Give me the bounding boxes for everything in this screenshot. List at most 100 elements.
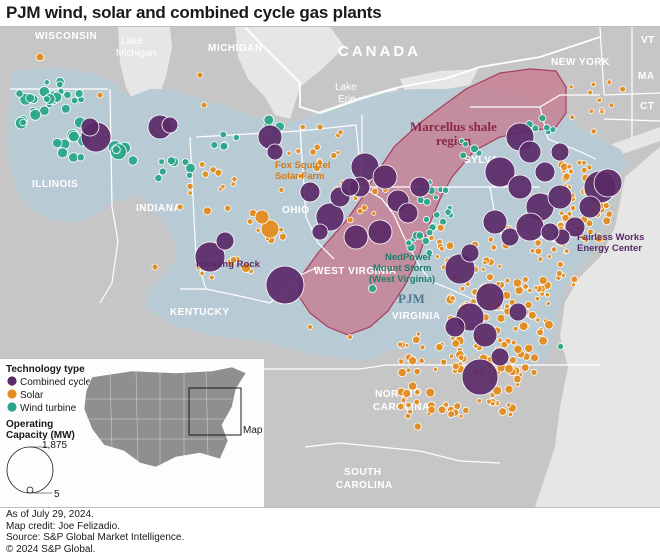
label-west-virginia: WEST VIRGINIA xyxy=(314,266,397,277)
solar-marker xyxy=(199,270,205,277)
legend-solar: Solar xyxy=(20,390,44,401)
solar-marker xyxy=(457,354,465,361)
wind-turbine-marker xyxy=(57,147,69,159)
solar-marker xyxy=(229,256,238,264)
marcellus-shale-region xyxy=(297,68,567,336)
solar-marker xyxy=(449,295,456,302)
solar-marker xyxy=(605,210,613,218)
solar-marker xyxy=(490,400,496,407)
inset-pjm-box xyxy=(188,387,242,436)
wind-turbine-marker xyxy=(459,151,468,160)
solar-marker xyxy=(590,81,597,88)
label-pjm: PJM xyxy=(398,291,425,306)
solar-marker xyxy=(504,303,510,309)
label-south-carolina-1: SOUTH xyxy=(344,467,382,478)
combined-cycle-marker xyxy=(194,241,226,273)
solar-marker xyxy=(534,247,543,256)
legend-capacity-title-2: Capacity (MW) xyxy=(6,430,75,441)
solar-marker xyxy=(508,356,517,364)
wind-turbine-marker xyxy=(219,130,228,139)
combined-cycle-marker xyxy=(547,184,573,210)
solar-marker xyxy=(546,254,552,260)
wind-turbine-marker xyxy=(127,155,139,166)
solar-marker xyxy=(435,343,444,352)
solar-marker xyxy=(590,128,597,135)
solar-marker xyxy=(240,262,252,273)
solar-marker xyxy=(534,295,541,302)
solar-marker xyxy=(602,216,612,226)
solar-marker xyxy=(316,159,323,166)
solar-marker xyxy=(402,389,412,398)
plant-markers xyxy=(14,52,627,431)
solar-marker xyxy=(550,246,558,253)
solar-marker xyxy=(476,398,482,404)
wind-turbine-marker xyxy=(166,156,176,166)
legend: Technology type Combined cycle Solar Win… xyxy=(0,359,264,507)
canada-border xyxy=(244,27,601,114)
combined-cycle-marker xyxy=(299,181,321,203)
combined-cycle-marker xyxy=(518,140,542,164)
combined-cycle-marker xyxy=(161,116,179,134)
solar-marker xyxy=(335,150,341,156)
legend-combined-cycle: Combined cycle xyxy=(20,377,92,388)
solar-marker xyxy=(346,216,354,224)
solar-marker xyxy=(504,277,511,284)
map[interactable]: WISCONSIN MICHIGAN ILLINOIS INDIANA OHIO… xyxy=(0,26,660,508)
solar-marker xyxy=(196,71,204,79)
legend-capacity-max: 1,875 xyxy=(42,440,67,451)
solar-marker xyxy=(200,101,208,109)
wind-turbine-marker xyxy=(52,137,63,149)
wind-turbine-marker xyxy=(154,174,163,183)
solar-marker xyxy=(208,274,215,281)
solar-marker xyxy=(201,170,210,178)
solar-marker xyxy=(569,204,577,212)
solar-marker xyxy=(231,176,238,183)
solar-marker xyxy=(588,108,595,114)
solar-marker xyxy=(536,328,544,337)
solar-marker xyxy=(486,273,494,282)
combined-cycle-marker xyxy=(265,265,305,305)
wind-turbine-marker xyxy=(462,140,469,148)
wind-turbine-marker xyxy=(470,144,479,154)
solar-marker xyxy=(473,343,479,349)
combined-cycle-marker xyxy=(534,161,556,183)
solar-marker xyxy=(436,223,445,232)
wind-turbine-marker xyxy=(405,239,413,247)
solar-marker xyxy=(498,407,507,416)
solar-marker xyxy=(596,232,602,239)
solar-marker xyxy=(506,402,512,408)
wind-turbine-marker xyxy=(416,196,425,205)
wind-turbine-marker xyxy=(39,105,50,116)
label-canada: CANADA xyxy=(338,43,421,60)
label-vt: VT xyxy=(641,35,655,46)
solar-marker xyxy=(482,260,488,266)
solar-marker xyxy=(514,285,524,295)
wind-turbine-marker xyxy=(549,126,557,134)
solar-marker xyxy=(524,343,534,353)
solar-marker xyxy=(518,321,529,331)
label-wisconsin: WISCONSIN xyxy=(35,31,97,42)
solar-marker xyxy=(299,123,306,131)
solar-marker xyxy=(330,152,338,160)
legend-capacity-min: 5 xyxy=(54,489,60,500)
combined-cycle-marker xyxy=(564,216,586,238)
solar-marker xyxy=(442,401,450,408)
solar-marker xyxy=(568,84,574,90)
combined-cycle-marker xyxy=(80,117,100,137)
wind-turbine-marker xyxy=(43,79,50,86)
solar-marker xyxy=(371,210,377,216)
wind-turbine-marker xyxy=(185,171,194,179)
label-marcellus-1: Marcellus shale xyxy=(410,119,497,134)
solar-marker xyxy=(295,148,302,155)
wind-turbine-marker xyxy=(219,142,229,151)
solar-marker xyxy=(527,287,533,294)
legend-solar-swatch xyxy=(6,388,18,400)
solar-marker xyxy=(587,228,594,236)
footer-source: Source: S&P Global Market Intelligence. xyxy=(6,532,185,543)
label-illinois: ILLINOIS xyxy=(32,179,78,190)
combined-cycle-marker xyxy=(550,142,570,162)
solar-marker xyxy=(176,203,184,211)
solar-marker xyxy=(458,413,464,419)
legend-capacity-small-circle xyxy=(26,486,34,494)
solar-marker xyxy=(451,339,461,348)
